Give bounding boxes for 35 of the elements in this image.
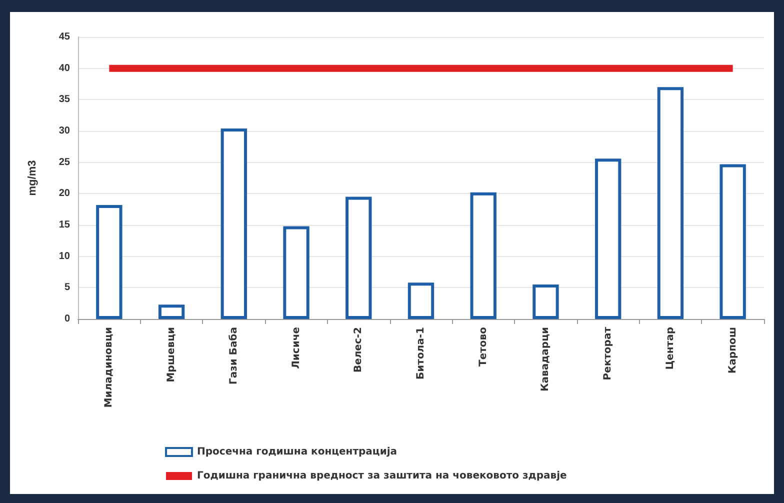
y-tick-label: 35 bbox=[58, 94, 70, 106]
x-tick-label: Миладиновци bbox=[104, 327, 115, 408]
x-tick-label: Битола-1 bbox=[416, 326, 426, 380]
x-tick-label: Центар bbox=[664, 327, 676, 370]
bar bbox=[720, 164, 746, 319]
bar bbox=[158, 304, 185, 319]
y-tick-label: 30 bbox=[58, 126, 70, 136]
x-tick-label: Мршевци bbox=[166, 327, 178, 382]
y-tick-label: 25 bbox=[58, 156, 70, 168]
y-tick-label: 40 bbox=[58, 62, 70, 74]
y-tick-label: 5 bbox=[64, 282, 70, 294]
bar bbox=[283, 226, 310, 319]
bar bbox=[220, 128, 248, 319]
x-tick-label: Гази Баба bbox=[228, 327, 240, 385]
x-tick-label: Лисиче bbox=[290, 326, 302, 369]
y-tick-label: 15 bbox=[58, 220, 70, 230]
x-tick-label: Кавадарци bbox=[540, 327, 552, 392]
bar bbox=[470, 192, 496, 319]
bar bbox=[408, 282, 434, 319]
x-tick-label: Карпош bbox=[727, 327, 738, 374]
y-tick-label: 45 bbox=[58, 32, 70, 42]
bar bbox=[657, 87, 684, 319]
x-tick-label: Велес-2 bbox=[353, 326, 364, 373]
x-tick-label: Ректорат bbox=[602, 326, 614, 380]
bar bbox=[594, 158, 622, 319]
y-axis-title: mg/m3 bbox=[26, 160, 38, 196]
bar bbox=[532, 284, 559, 319]
y-tick-label: 10 bbox=[58, 250, 70, 262]
y-tick-label: 20 bbox=[58, 188, 70, 200]
legend-label: Годишна гранична вредност за заштита на човековото здравје bbox=[197, 470, 568, 482]
legend-label: Просечна годишна концентрација bbox=[197, 446, 398, 458]
x-tick-label: Тетово bbox=[478, 326, 489, 366]
bar bbox=[346, 196, 372, 319]
y-tick-label: 0 bbox=[64, 314, 70, 324]
bar bbox=[96, 204, 122, 319]
